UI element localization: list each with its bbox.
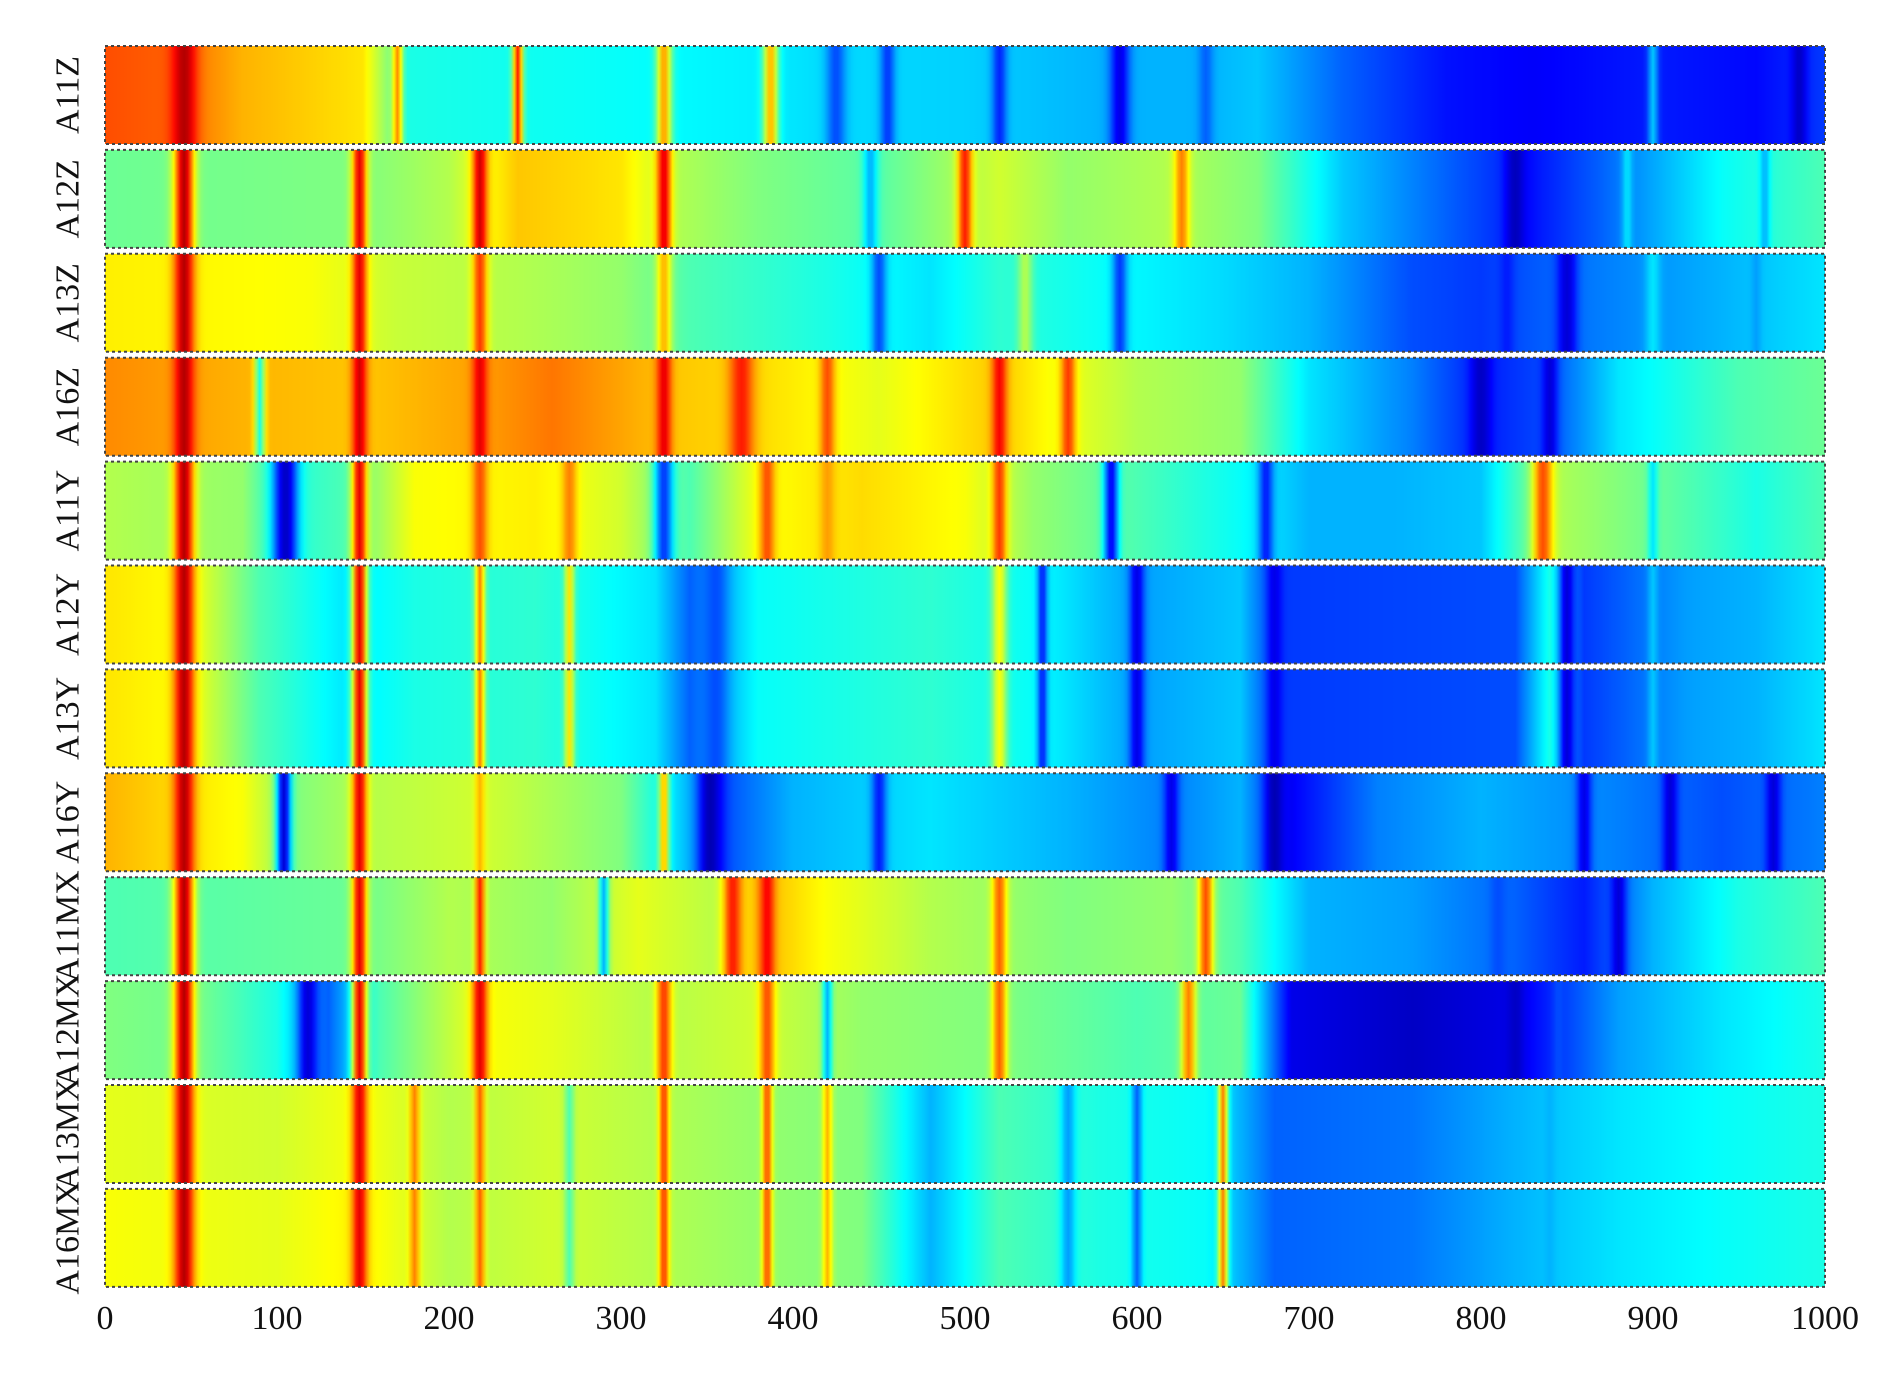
heatmap-row-a12mx (105, 981, 1825, 1080)
x-tick-label: 800 (1456, 1300, 1507, 1337)
x-tick-label: 900 (1628, 1300, 1679, 1337)
heatmap-row-a13mx (105, 1085, 1825, 1183)
heatmap-row-border (104, 45, 1826, 145)
row-label: A13Z (50, 263, 87, 342)
x-tick-label: 400 (768, 1300, 819, 1337)
heatmap-row-border (104, 980, 1826, 1081)
heatmap-row-border (104, 252, 1826, 353)
x-tick-label: 200 (424, 1300, 475, 1337)
heatmap-row-border (104, 876, 1826, 977)
row-label: A16Y (50, 781, 87, 864)
x-axis: 0 100 200 300 400 500 600 700 800 900 1000 (97, 1300, 1860, 1337)
x-tick-label: 500 (940, 1300, 991, 1337)
row-label: A16MX (50, 1181, 87, 1294)
x-tick-label: 300 (596, 1300, 647, 1337)
row-label: A11Y (50, 470, 87, 552)
heatmap-row-border (104, 148, 1826, 249)
heatmap-row-a16mx (105, 1188, 1825, 1287)
x-tick-label: 600 (1112, 1300, 1163, 1337)
row-label: A11MX (50, 870, 87, 982)
x-tick-label: 0 (97, 1300, 114, 1337)
heatmap-row-border (104, 1187, 1826, 1288)
heatmap-row-border (104, 772, 1826, 873)
heatmap-row-a11y (105, 461, 1825, 560)
row-label: A16Z (50, 367, 87, 446)
heatmap-row-border (104, 564, 1826, 665)
row-label: A12Y (50, 573, 87, 656)
row-label: A11Z (50, 56, 87, 134)
heatmap-row-a12y (105, 565, 1825, 664)
x-tick-label: 1000 (1791, 1300, 1859, 1337)
heatmap-row-a13y (105, 669, 1825, 768)
heatmap-row-a11z (105, 46, 1825, 144)
heatmap-row-a13z (105, 253, 1825, 352)
heatmap-row-border (104, 668, 1826, 769)
row-label: A12MX (50, 973, 87, 1086)
x-tick-label: 700 (1284, 1300, 1335, 1337)
heatmap-row-border (104, 460, 1826, 561)
heatmap-rows (104, 45, 1826, 1288)
heatmap-row-border (104, 356, 1826, 457)
row-label: A13Y (50, 677, 87, 760)
heatmap-row-a16z (105, 357, 1825, 456)
heatmap-row-a11mx (105, 877, 1825, 976)
heatmap-row-a12z (105, 149, 1825, 248)
heatmap-row-a16y (105, 773, 1825, 872)
heatmap-row-border (104, 1084, 1826, 1184)
row-label: A12Z (50, 159, 87, 238)
row-labels: A11Z A12Z A13Z A16Z A11Y A12Y A13Y A16Y A11MXA12… (50, 56, 87, 1295)
row-label: A13MX (50, 1077, 87, 1190)
x-tick-label: 100 (252, 1300, 303, 1337)
